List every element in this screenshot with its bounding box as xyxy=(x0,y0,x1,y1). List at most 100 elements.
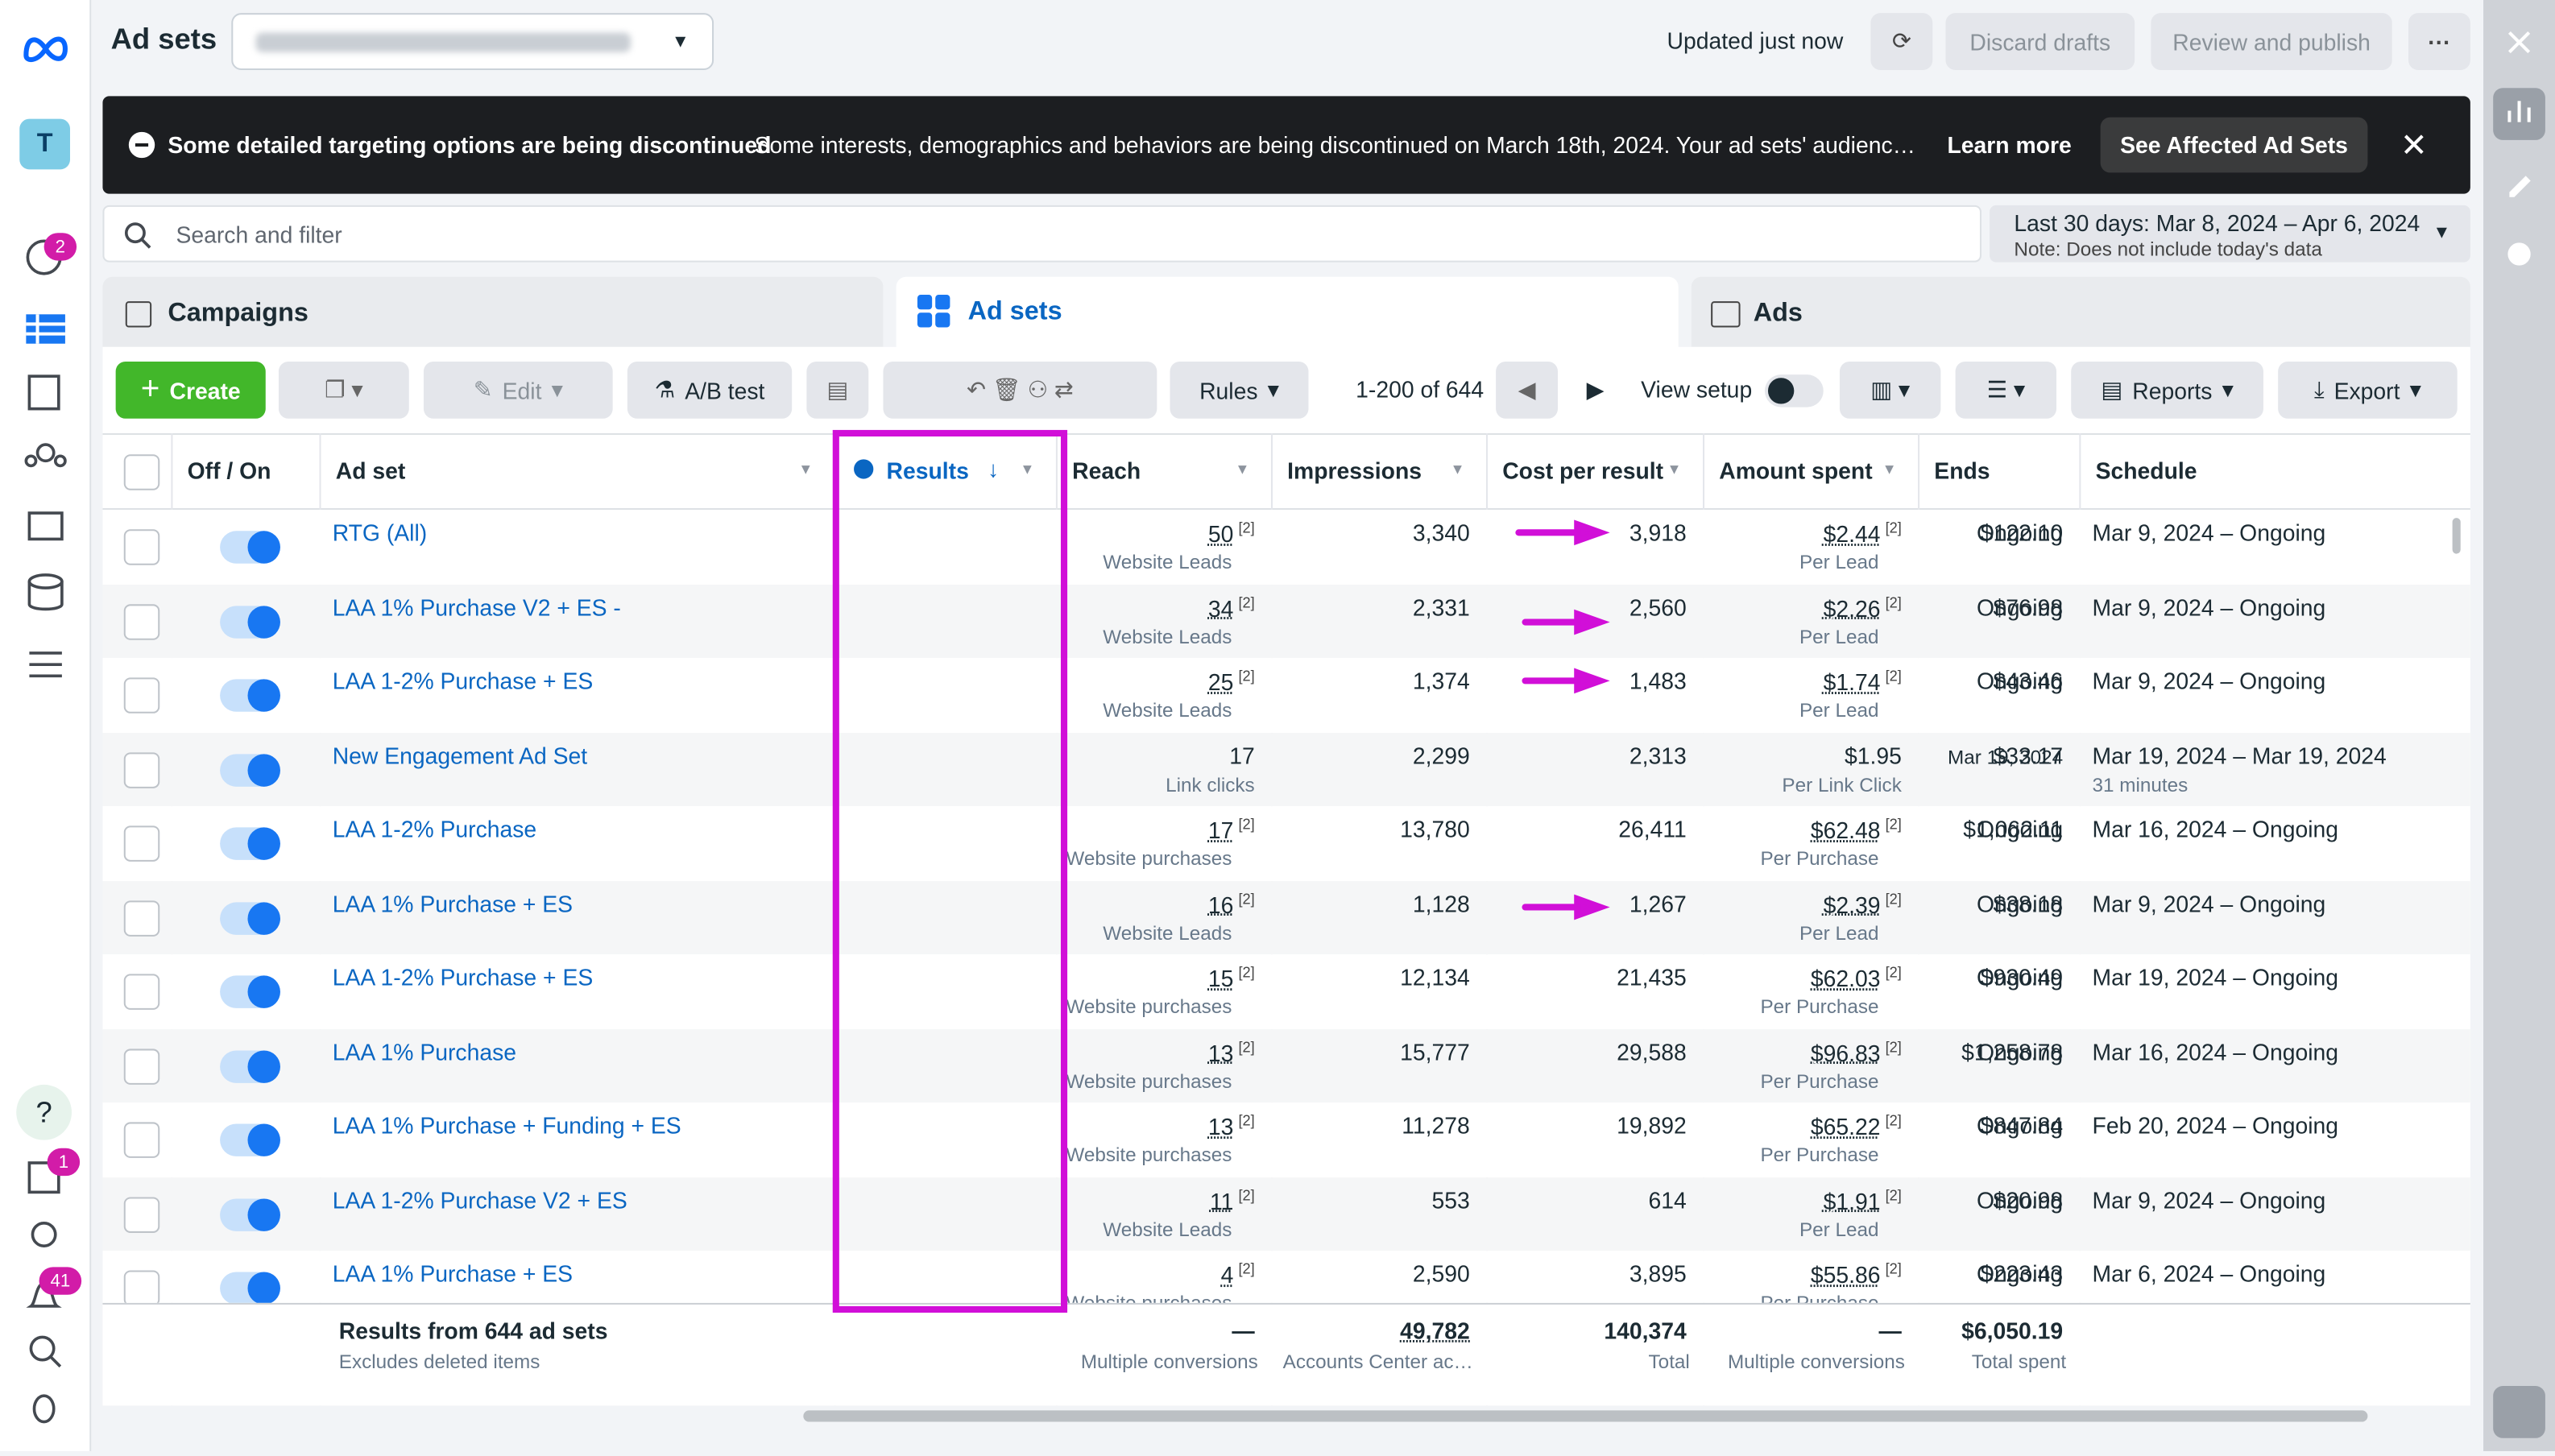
checkbox[interactable] xyxy=(123,900,160,936)
date-range[interactable]: Last 30 days: Mar 8, 2024 – Apr 6, 2024 … xyxy=(1990,205,2470,263)
ad-set-name[interactable]: RTG (All) xyxy=(332,519,428,546)
toggle[interactable] xyxy=(220,1272,280,1303)
checkbox[interactable] xyxy=(123,1270,160,1303)
checkbox[interactable] xyxy=(123,825,160,862)
checkbox[interactable] xyxy=(123,454,160,490)
next-page[interactable]: ▶ xyxy=(1564,361,1626,419)
cell-sublabel: Website purchases xyxy=(1066,995,1232,1018)
account-selector[interactable]: ▼ xyxy=(231,13,714,70)
ad-set-name[interactable]: LAA 1% Purchase + ES xyxy=(332,890,574,916)
create-button[interactable]: + Create xyxy=(115,361,266,419)
edit-label: Edit xyxy=(502,377,542,403)
column-header: Off / On xyxy=(187,457,271,484)
cell-value: 13,780 xyxy=(1400,816,1470,842)
checkbox[interactable] xyxy=(123,677,160,714)
ad-set-name[interactable]: New Engagement Ad Set xyxy=(332,742,588,768)
ad-set-name[interactable]: LAA 1% Purchase + ES xyxy=(332,1260,574,1287)
cell-sublabel: Per Lead xyxy=(1799,624,1879,647)
close-banner[interactable]: ✕ xyxy=(2400,128,2428,165)
footnote: [2] xyxy=(1238,1038,1255,1055)
tab[interactable]: Ads xyxy=(1691,276,2470,349)
cell: $43.46 xyxy=(1918,668,2063,693)
checkbox[interactable] xyxy=(123,1122,160,1158)
cell: $2.39 [2] xyxy=(1703,890,1902,917)
ad-set-name[interactable]: LAA 1-2% Purchase + ES xyxy=(332,668,594,694)
breakdown-button[interactable]: ☰ ▾ xyxy=(1955,361,2057,419)
cell: 3,895 xyxy=(1486,1260,1687,1286)
toggle[interactable] xyxy=(220,827,280,860)
ad-set-name[interactable]: LAA 1% Purchase xyxy=(332,1038,517,1065)
cell: $2.26 [2] xyxy=(1703,594,1902,621)
discard-button[interactable]: Discard drafts xyxy=(1945,13,2135,70)
toggle[interactable] xyxy=(220,901,280,934)
refresh-button[interactable]: ⟳ xyxy=(1870,13,1933,70)
cell-sublabel: Website Leads xyxy=(1103,550,1232,573)
cell-sublabel: Per Purchase xyxy=(1760,1291,1879,1303)
ad-set-name[interactable]: LAA 1% Purchase V2 + ES - xyxy=(332,594,621,620)
cell: 29,588 xyxy=(1486,1038,1687,1064)
toggle[interactable] xyxy=(220,1197,280,1231)
ends: Ongoing xyxy=(1977,1186,2064,1213)
reports-button[interactable]: ▤ Reports ▾ xyxy=(2071,361,2263,419)
toggle-knob xyxy=(247,1197,280,1231)
ab-test-button[interactable]: ⚗ A/B test xyxy=(627,361,793,419)
affected-button[interactable]: See Affected Ad Sets xyxy=(2100,117,2368,173)
toggle[interactable] xyxy=(220,1049,280,1082)
prev-page[interactable]: ◀ xyxy=(1496,361,1558,419)
ad-set-name[interactable]: LAA 1% Purchase + Funding + ES xyxy=(332,1112,681,1139)
cell: 17 xyxy=(1056,742,1255,767)
cell-value: 614 xyxy=(1648,1186,1687,1213)
checkbox[interactable] xyxy=(123,1196,160,1232)
account-avatar[interactable]: T xyxy=(19,118,70,170)
toggle[interactable] xyxy=(220,679,280,712)
ad-set-name[interactable]: LAA 1-2% Purchase V2 + ES xyxy=(332,1186,627,1213)
clipboard-button[interactable]: ▤ xyxy=(806,361,869,419)
toggle[interactable] xyxy=(220,531,280,564)
checkbox[interactable] xyxy=(123,603,160,639)
review-button[interactable]: Review and publish xyxy=(2151,13,2392,70)
tab-active[interactable]: Ad sets xyxy=(896,276,1679,349)
toggle[interactable] xyxy=(220,975,280,1008)
learn-more[interactable]: Learn more xyxy=(1947,131,2072,159)
rules-button[interactable]: Rules ▾ xyxy=(1170,361,1309,419)
cell: $65.22 [2] xyxy=(1703,1112,1902,1140)
view-setup-toggle[interactable] xyxy=(1764,374,1824,407)
cell-value: 2,590 xyxy=(1412,1260,1470,1287)
h-scrollbar xyxy=(803,1410,2368,1422)
columns-button[interactable]: ▥ ▾ xyxy=(1839,361,1941,419)
right-sidebar xyxy=(2483,0,2555,1451)
cell: 2,313 xyxy=(1486,742,1687,767)
schedule: Mar 19, 2024 – Mar 19, 2024 xyxy=(2092,742,2387,768)
export-button[interactable]: ⤓ Export ▾ xyxy=(2278,361,2458,419)
action-buttons[interactable]: ↶ 🗑 ⚇ ⇄ xyxy=(883,361,1157,419)
toggle[interactable] xyxy=(220,1123,280,1156)
toggle-knob xyxy=(247,827,280,860)
cell-value: $2.39 xyxy=(1823,891,1881,917)
help-icon[interactable]: ? xyxy=(16,1084,72,1140)
cell: 1,483 xyxy=(1486,668,1687,693)
search-bar[interactable]: Search and filter xyxy=(102,205,1981,263)
table-row: LAA 1% Purchase + ES 4 [2] Website purchase… xyxy=(102,1251,2470,1303)
tab-label: Ads xyxy=(1753,300,1803,328)
toggle[interactable] xyxy=(220,753,280,786)
tab[interactable]: Campaigns xyxy=(102,276,884,349)
nav-icons xyxy=(24,239,67,678)
ad-set-name[interactable]: LAA 1-2% Purchase xyxy=(332,816,537,842)
more-button[interactable]: ··· xyxy=(2408,13,2470,70)
edit-button[interactable]: ✎ Edit ▾ xyxy=(423,361,613,419)
cell-sublabel: Website purchases xyxy=(1066,846,1232,870)
toggle[interactable] xyxy=(220,605,280,638)
checkbox[interactable] xyxy=(123,1048,160,1084)
cell: 553 xyxy=(1271,1186,1469,1212)
ad-set-name[interactable]: LAA 1-2% Purchase + ES xyxy=(332,964,594,991)
checkbox[interactable] xyxy=(123,529,160,565)
checkbox[interactable] xyxy=(123,751,160,788)
checkbox[interactable] xyxy=(123,974,160,1010)
date-note: Note: Does not include today's data xyxy=(2014,238,2322,261)
duplicate-button[interactable]: ❐ ▾ xyxy=(278,361,409,419)
page-title: Ad sets xyxy=(110,23,217,56)
schedule: Mar 9, 2024 – Ongoing xyxy=(2092,668,2326,694)
schedule-note: 31 minutes xyxy=(2092,772,2189,796)
footnote: [2] xyxy=(1238,1186,1255,1203)
